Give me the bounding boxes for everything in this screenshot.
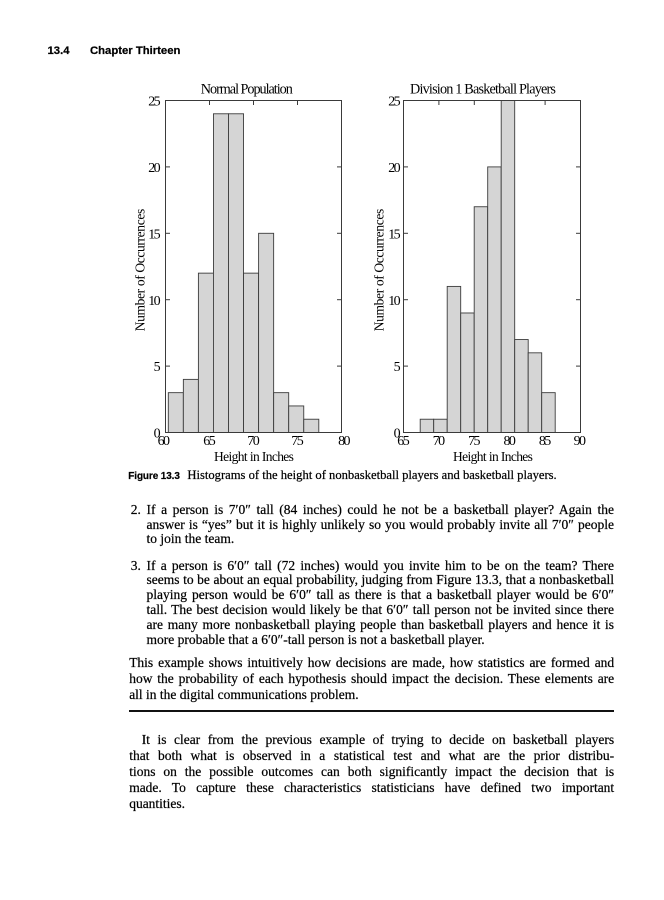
svg-text:90: 90	[574, 434, 586, 449]
svg-text:Division 1 Basketball Players: Division 1 Basketball Players	[410, 82, 556, 98]
svg-text:10: 10	[388, 294, 400, 309]
svg-text:65: 65	[397, 434, 409, 449]
svg-text:0: 0	[394, 427, 401, 442]
svg-text:Normal Population: Normal Population	[201, 82, 293, 98]
svg-text:25: 25	[148, 95, 160, 110]
svg-text:25: 25	[388, 95, 400, 110]
svg-text:70: 70	[247, 434, 259, 449]
svg-text:60: 60	[158, 434, 170, 449]
svg-text:20: 20	[388, 161, 400, 176]
svg-text:Height in Inches: Height in Inches	[453, 449, 533, 464]
svg-text:5: 5	[394, 360, 401, 375]
svg-text:20: 20	[148, 161, 160, 176]
svg-text:65: 65	[203, 434, 215, 449]
svg-text:5: 5	[154, 360, 161, 375]
svg-text:Number of Occurrences: Number of Occurrences	[133, 209, 148, 332]
svg-text:75: 75	[291, 434, 303, 449]
svg-text:85: 85	[539, 434, 551, 449]
svg-text:80: 80	[504, 434, 516, 449]
svg-text:80: 80	[338, 434, 350, 449]
svg-text:15: 15	[388, 227, 400, 242]
svg-text:15: 15	[148, 227, 160, 242]
svg-text:70: 70	[433, 434, 445, 449]
svg-text:Number of Occurrences: Number of Occurrences	[371, 209, 386, 332]
svg-text:Height in Inches: Height in Inches	[214, 449, 294, 464]
svg-text:10: 10	[148, 294, 160, 309]
svg-text:75: 75	[468, 434, 480, 449]
svg-text:0: 0	[154, 427, 161, 442]
